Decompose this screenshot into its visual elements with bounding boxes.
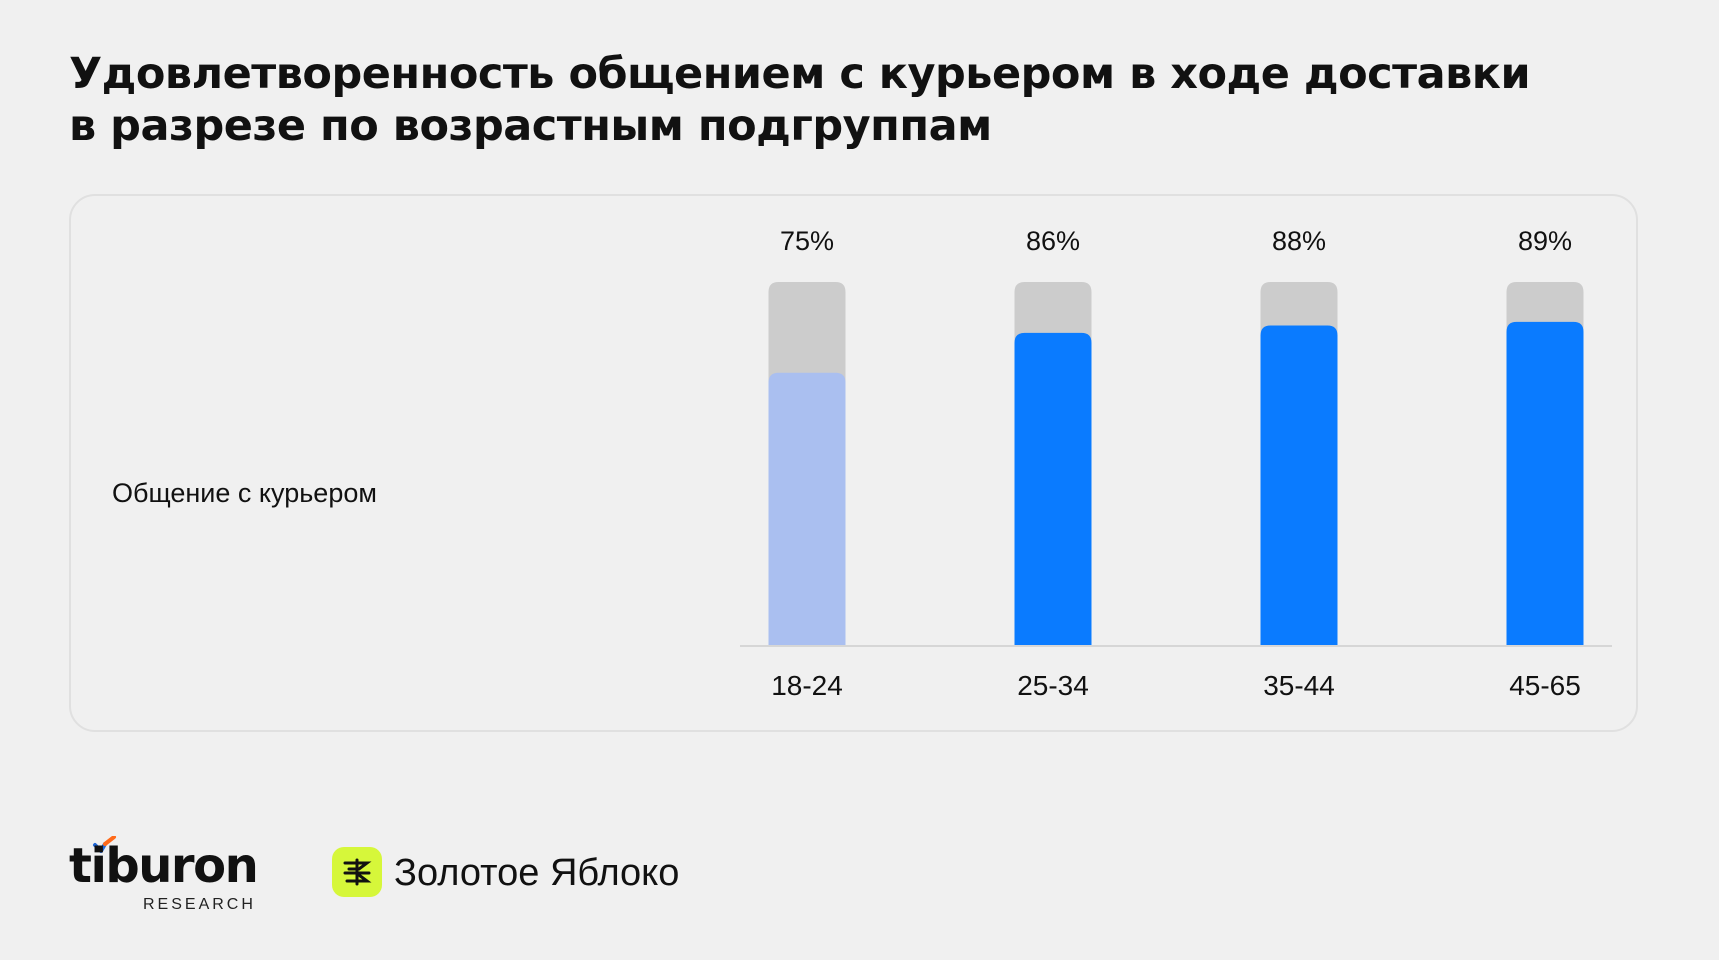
bar-35-44 bbox=[1261, 326, 1338, 645]
x-tick-label: 45-65 bbox=[1509, 670, 1581, 701]
bar-25-34 bbox=[1015, 333, 1092, 645]
data-label: 75% bbox=[780, 226, 834, 256]
golden-apple-logo-icon bbox=[332, 847, 382, 897]
bar-45-65 bbox=[1507, 322, 1584, 645]
x-tick-label: 18-24 bbox=[771, 670, 843, 701]
data-label: 88% bbox=[1272, 226, 1326, 256]
bar-18-24 bbox=[769, 373, 846, 645]
golden-apple-logo-text: Золотое Яблоко bbox=[394, 852, 679, 894]
x-tick-label: 25-34 bbox=[1017, 670, 1089, 701]
data-label: 86% bbox=[1026, 226, 1080, 256]
tiburon-logo: tiburon bbox=[69, 842, 257, 890]
x-tick-label: 35-44 bbox=[1263, 670, 1335, 701]
data-label: 89% bbox=[1518, 226, 1572, 256]
tiburon-logo-sub: RESEARCH bbox=[143, 896, 256, 914]
